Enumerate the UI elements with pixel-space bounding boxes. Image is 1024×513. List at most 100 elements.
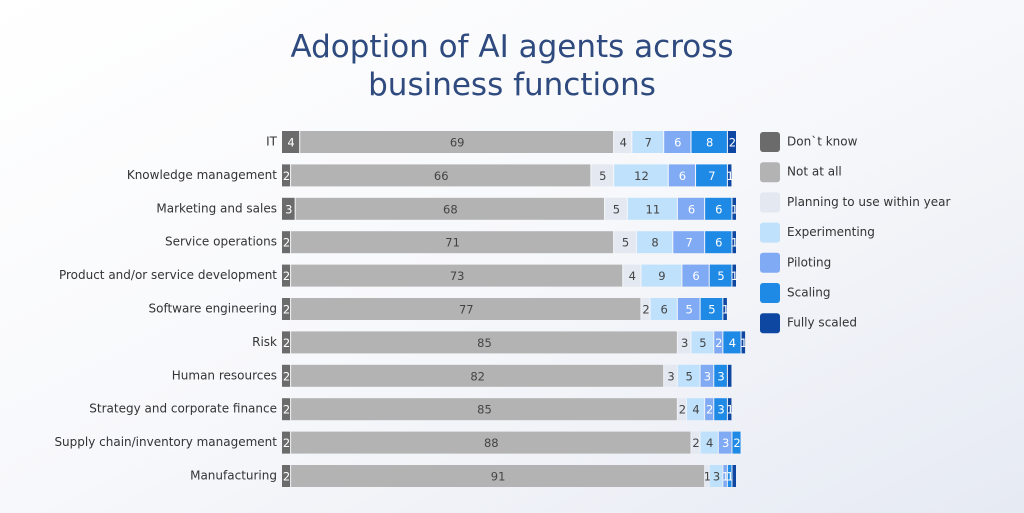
data-label: 5 (686, 303, 693, 317)
data-label: 6 (679, 169, 686, 183)
bar-segment (682, 264, 709, 287)
data-label: 3 (285, 202, 292, 216)
data-label: 3 (717, 403, 724, 417)
data-label: 1 (740, 336, 747, 350)
legend-label: Piloting (787, 255, 831, 269)
y-tick-label: Knowledge management (127, 168, 277, 182)
y-tick-label: Strategy and corporate finance (89, 402, 277, 416)
legend-swatch (760, 132, 780, 152)
bar-segment (650, 298, 677, 320)
data-label: 1 (731, 269, 738, 283)
bar-segment (723, 465, 727, 487)
bar-segment (627, 197, 677, 220)
bar-segment (282, 331, 291, 354)
bar-segment (291, 465, 705, 487)
bar-segment (641, 298, 650, 320)
data-label: 9 (658, 269, 665, 283)
data-label: 1 (727, 470, 734, 484)
data-label: 68 (443, 202, 458, 216)
bar-segment (591, 164, 614, 187)
data-label: 6 (674, 136, 681, 150)
data-label: 69 (450, 136, 465, 150)
bar-segment (714, 364, 727, 387)
data-label: 2 (706, 403, 713, 417)
bar-segment (641, 264, 682, 287)
data-label: 4 (620, 136, 627, 150)
bar-segment (741, 331, 746, 354)
legend-label: Scaling (787, 286, 830, 300)
data-label: 71 (445, 236, 460, 250)
data-label: 3 (681, 336, 688, 350)
data-label: 2 (283, 403, 290, 417)
bar-segment (686, 398, 705, 421)
data-label: 5 (613, 202, 620, 216)
data-label: 3 (717, 369, 724, 383)
data-label: 1 (722, 303, 729, 317)
data-label: 73 (450, 269, 465, 283)
bar-segment (282, 264, 291, 287)
data-label: 88 (484, 436, 499, 450)
bar-segment (723, 331, 741, 354)
bar-segment (727, 131, 736, 153)
data-label: 5 (622, 236, 629, 250)
bar-segment (282, 431, 291, 454)
bar-segment (282, 131, 300, 153)
data-label: 4 (287, 136, 294, 150)
bar-segment (291, 398, 677, 421)
bar-segment (282, 298, 291, 320)
data-label: 66 (434, 169, 449, 183)
data-label: 85 (477, 336, 492, 350)
data-label: 12 (634, 169, 649, 183)
data-label: 8 (706, 136, 713, 150)
bar-segment (300, 131, 614, 153)
bar-segment (700, 364, 714, 387)
bar-segment (705, 197, 732, 220)
y-tick-label: Human resources (172, 368, 277, 382)
data-label: 6 (715, 202, 722, 216)
data-label: 3 (713, 470, 720, 484)
legend-swatch (760, 252, 780, 273)
bar-segment (291, 331, 677, 354)
data-label: 2 (283, 303, 290, 317)
bar-segment (696, 164, 727, 187)
bar-segment (636, 231, 673, 254)
bar-segment (732, 465, 736, 487)
bar-segment (700, 298, 723, 320)
bar-segment (727, 465, 732, 487)
data-label: 5 (599, 169, 606, 183)
y-tick-label: Risk (252, 335, 277, 349)
bar-segment (705, 231, 732, 254)
data-label: 1 (731, 202, 738, 216)
data-label: 2 (679, 403, 686, 417)
bar-segment (732, 264, 736, 287)
bar-segment (709, 465, 723, 487)
data-label: 1 (704, 470, 711, 484)
legend-label: Don`t know (787, 135, 858, 149)
data-label: 3 (722, 436, 729, 450)
y-tick-label: Software engineering (148, 302, 277, 316)
bar-segment (677, 364, 700, 387)
bar-segment (291, 231, 614, 254)
data-label: 77 (459, 303, 474, 317)
data-label: 6 (688, 202, 695, 216)
bar-segment (691, 431, 700, 454)
data-label: 5 (717, 269, 724, 283)
bar-segment (705, 398, 714, 421)
data-label: 4 (729, 336, 736, 350)
bar-segment (282, 164, 291, 187)
data-label: 3 (704, 369, 711, 383)
bar-segment (664, 364, 677, 387)
data-label: 2 (283, 236, 290, 250)
legend-swatch (760, 283, 780, 303)
bar-segment (282, 231, 291, 254)
data-label: 3 (667, 369, 674, 383)
data-label: 1 (731, 236, 738, 250)
bar-segment (282, 197, 295, 220)
bar-segment (605, 197, 627, 220)
legend-swatch (760, 313, 780, 334)
data-label: 6 (661, 303, 668, 317)
bar-segment (718, 431, 732, 454)
bar-segment (673, 231, 705, 254)
data-label: 2 (283, 436, 290, 450)
